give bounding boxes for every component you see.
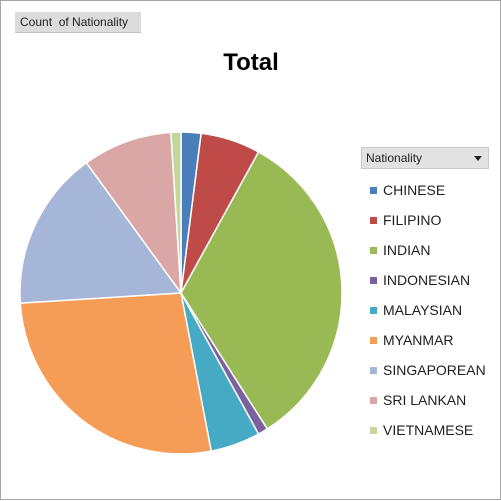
value-field-button[interactable]: Count of Nationality — [15, 12, 141, 33]
legend-item-indian[interactable]: INDIAN — [370, 235, 486, 265]
nationality-filter-label: Nationality — [366, 151, 423, 165]
legend-label-singaporean: SINGAPOREAN — [383, 362, 486, 378]
pie-slice-sri-lankan[interactable] — [85, 131, 182, 296]
legend-item-sri-lankan[interactable]: SRI LANKAN — [370, 385, 486, 415]
pie-slice-indian[interactable] — [180, 150, 343, 430]
legend-item-vietnamese[interactable]: VIETNAMESE — [370, 415, 486, 445]
legend-swatch-filipino — [370, 216, 377, 224]
pie-slice-singaporean[interactable] — [19, 161, 183, 304]
nationality-filter-button[interactable]: Nationality — [361, 147, 489, 169]
legend-label-sri-lankan: SRI LANKAN — [383, 392, 467, 408]
legend-swatch-vietnamese — [370, 426, 377, 434]
legend-item-singaporean[interactable]: SINGAPOREAN — [370, 355, 486, 385]
legend-item-chinese[interactable]: CHINESE — [370, 175, 486, 205]
legend-label-vietnamese: VIETNAMESE — [383, 422, 474, 438]
legend-label-filipino: FILIPINO — [383, 212, 442, 228]
legend-label-chinese: CHINESE — [383, 182, 446, 198]
legend-swatch-indonesian — [370, 276, 377, 284]
legend-swatch-indian — [370, 246, 377, 254]
legend-label-myanmar: MYANMAR — [383, 332, 454, 348]
legend-label-malaysian: MALAYSIAN — [383, 302, 463, 318]
legend-swatch-myanmar — [370, 336, 377, 344]
dropdown-arrow-icon[interactable] — [474, 156, 482, 161]
legend-item-malaysian[interactable]: MALAYSIAN — [370, 295, 486, 325]
legend-swatch-chinese — [370, 186, 377, 194]
legend-swatch-sri-lankan — [370, 396, 377, 404]
chart-legend: CHINESE FILIPINO INDIAN INDONESIAN MALAYSIAN… — [370, 175, 486, 445]
legend-item-myanmar[interactable]: MYANMAR — [370, 325, 486, 355]
legend-item-filipino[interactable]: FILIPINO — [370, 205, 486, 235]
legend-label-indian: INDIAN — [383, 242, 431, 258]
pie-slice-vietnamese[interactable] — [170, 131, 182, 294]
pie-slice-myanmar[interactable] — [19, 292, 213, 455]
legend-swatch-malaysian — [370, 306, 377, 314]
legend-item-indonesian[interactable]: INDONESIAN — [370, 265, 486, 295]
legend-label-indonesian: INDONESIAN — [383, 272, 471, 288]
legend-swatch-singaporean — [370, 366, 377, 374]
chart-title: Total — [223, 49, 279, 76]
